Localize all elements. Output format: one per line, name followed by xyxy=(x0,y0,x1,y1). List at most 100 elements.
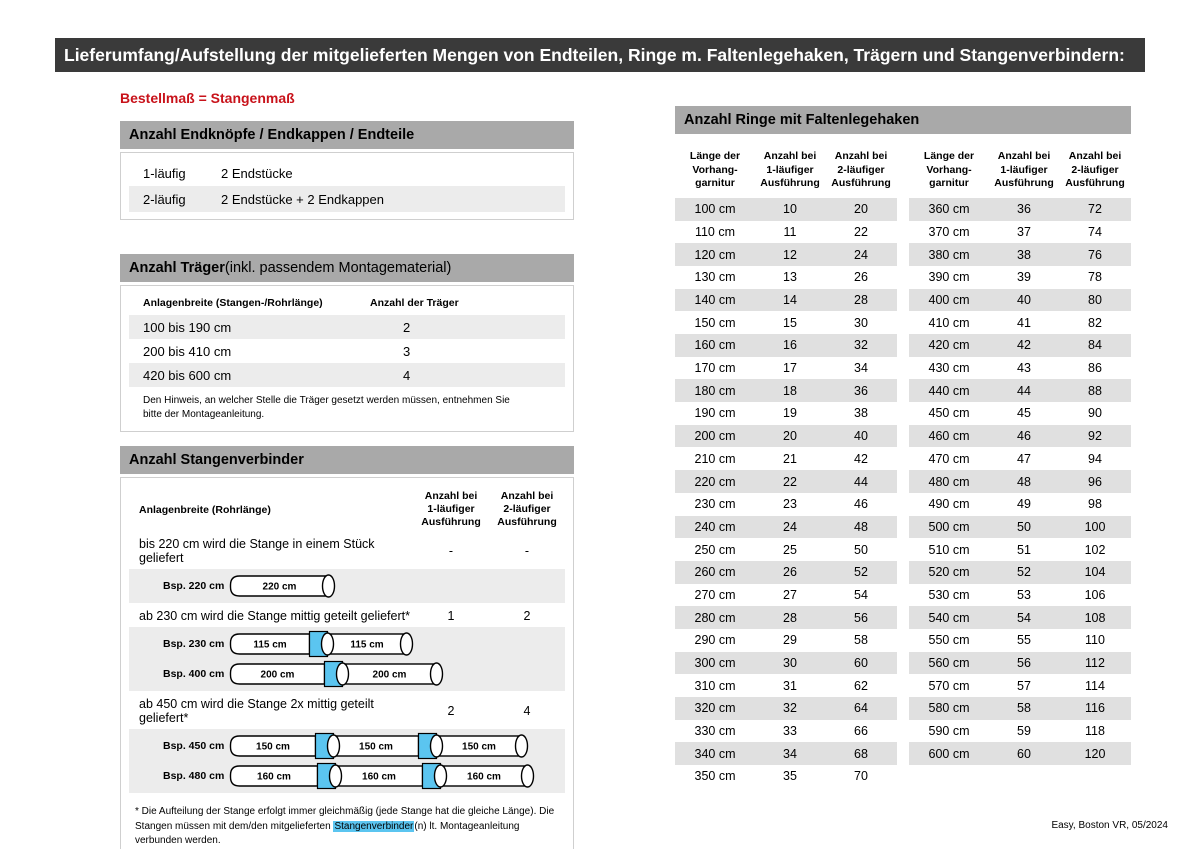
svg-text:160 cm: 160 cm xyxy=(362,771,396,782)
ring-table-cell: 116 xyxy=(1085,701,1105,716)
ring-table-cell: 320 cm xyxy=(694,701,736,716)
ring-table-cell: 118 xyxy=(1085,724,1105,739)
ring-table-row: 230 cm 23 46 xyxy=(675,493,897,516)
ring-table-cell: 380 cm xyxy=(928,247,970,262)
ring-table-row: 570 cm 57 114 xyxy=(909,674,1131,697)
ring-table-cell: 24 xyxy=(854,247,868,262)
example-block: Bsp. 230 cm 115 cm 115 cm Bsp. 400 cm 200 c… xyxy=(129,627,565,692)
ring-table-row: 330 cm 33 66 xyxy=(675,720,897,743)
document-footer: Easy, Boston VR, 05/2024 xyxy=(1051,820,1168,831)
ring-table-cell: 58 xyxy=(1017,701,1031,716)
rod-diagram: 150 cm 150 cm 150 cm xyxy=(229,732,529,759)
ring-table-cell: 112 xyxy=(1085,656,1105,671)
svg-text:150 cm: 150 cm xyxy=(359,741,393,752)
ring-table-row: 530 cm 53 106 xyxy=(909,584,1131,607)
rod-diagram: 220 cm xyxy=(229,574,336,598)
ring-table-cell: 21 xyxy=(783,451,797,466)
ring-table-cell: 32 xyxy=(783,701,797,716)
ring-table-cell: 72 xyxy=(1088,202,1102,217)
traeger-row: 420 bis 600 cm 4 xyxy=(129,363,565,387)
ring-table-cell: 50 xyxy=(1017,519,1031,534)
ring-table-cell: 200 cm xyxy=(694,429,736,444)
ring-table-row: 280 cm 28 56 xyxy=(675,606,897,629)
ring-table-cell: 120 xyxy=(1084,746,1106,761)
traeger-count: 2 xyxy=(403,319,411,335)
ring-table-cell: 490 cm xyxy=(928,497,970,512)
verbinder-footnote: * Die Aufteilung der Stange erfolgt imme… xyxy=(129,799,565,849)
ring-table-cell: 68 xyxy=(854,746,868,761)
ring-table-cell: 104 xyxy=(1084,565,1106,580)
endteile-table: 1-läufig 2 Endstücke 2-läufig 2 Endstück… xyxy=(120,152,574,220)
ring-table-cell: 45 xyxy=(1017,406,1031,421)
ring-table-cell: 50 xyxy=(854,542,868,557)
ring-table-cell: 420 cm xyxy=(928,338,970,353)
rod-diagram: 115 cm 115 cm xyxy=(229,630,414,657)
ring-table-cell: 22 xyxy=(854,224,868,239)
ring-table-row: 600 cm 60 120 xyxy=(909,742,1131,766)
ring-table-row: 210 cm 21 42 xyxy=(675,447,897,470)
traeger-count: 4 xyxy=(403,367,411,383)
ring-table-row: 270 cm 27 54 xyxy=(675,584,897,607)
ring-table-cell: 70 xyxy=(854,769,868,784)
ring-table-cell: 43 xyxy=(1017,361,1031,376)
example-row: Bsp. 400 cm 200 cm 200 cm xyxy=(133,659,561,689)
ring-table-cell: 96 xyxy=(1088,474,1102,489)
ring-table-row: 550 cm 55 110 xyxy=(909,629,1131,652)
ring-table-cell: 32 xyxy=(854,338,868,353)
ring-table-cell: 16 xyxy=(783,338,797,353)
ring-table-cell: 150 cm xyxy=(694,315,736,330)
ring-table-cell: 24 xyxy=(783,519,797,534)
example-row: Bsp. 220 cm 220 cm xyxy=(133,571,561,601)
section-header-verbinder: Anzahl Stangenverbinder xyxy=(120,446,574,474)
order-measure-note: Bestellmaß = Stangenmaß xyxy=(120,90,295,106)
ring-table-cell: 86 xyxy=(1088,361,1102,376)
ring-table-row: 140 cm 14 28 xyxy=(675,288,897,312)
ring-table-cell: 100 cm xyxy=(694,202,736,217)
example-block: Bsp. 220 cm 220 cm xyxy=(129,569,565,604)
section-title-traeger: Anzahl Träger xyxy=(129,260,225,276)
ring-table-cell: 44 xyxy=(854,474,868,489)
count-2laeufig: - xyxy=(524,544,530,559)
ring-table-cell: 370 cm xyxy=(928,224,970,239)
svg-text:200 cm: 200 cm xyxy=(261,669,295,680)
ring-table-row: 500 cm 50 100 xyxy=(909,515,1131,539)
rod-diagram: 200 cm 200 cm xyxy=(229,660,444,687)
ring-column-header: Länge der Vorhang- garnitur xyxy=(923,150,975,190)
ring-table-cell: 36 xyxy=(1017,202,1031,217)
endteile-row: 1-läufig 2 Endstücke xyxy=(129,160,565,186)
ring-table-cell: 23 xyxy=(783,497,797,512)
ring-table-cell: 56 xyxy=(854,610,868,625)
left-column: Bestellmaß = Stangenmaß Anzahl Endknöpfe… xyxy=(120,90,574,849)
ring-table-row: 110 cm 11 22 xyxy=(675,221,897,244)
ring-table-cell: 34 xyxy=(783,746,797,761)
ring-table-row: 300 cm 30 60 xyxy=(675,651,897,675)
ring-table-cell: 62 xyxy=(854,678,868,693)
ring-table-cell: 500 cm xyxy=(928,519,970,534)
ring-table-cell: 80 xyxy=(1088,293,1102,308)
rule-text: ab 230 cm wird die Stange mittig geteilt… xyxy=(139,609,410,624)
ring-table-cell: 190 cm xyxy=(694,406,736,421)
ring-table-cell: 20 xyxy=(854,202,868,217)
svg-text:115 cm: 115 cm xyxy=(350,639,383,650)
ring-table-cell: 114 xyxy=(1085,678,1105,693)
ring-table-cell: 53 xyxy=(1017,587,1031,602)
footnote-text-pre: * Die Aufteilung der Stange erfolgt imme… xyxy=(135,806,555,832)
section-header-endteile: Anzahl Endknöpfe / Endkappen / Endteile xyxy=(120,121,574,149)
section-title-verbinder: Anzahl Stangenverbinder xyxy=(129,452,304,468)
page-title: Lieferumfang/Aufstellung der mitgeliefer… xyxy=(64,44,1125,65)
ring-table-cell: 15 xyxy=(783,315,797,330)
svg-text:150 cm: 150 cm xyxy=(256,741,290,752)
ring-table-header: Länge der Vorhang- garnitur Anzahl bei 1-… xyxy=(909,147,1131,198)
ring-table-row: 180 cm 18 36 xyxy=(675,379,897,403)
ring-table-cell: 54 xyxy=(1017,610,1031,625)
ring-table-row: 190 cm 19 38 xyxy=(675,402,897,425)
ring-table-row: 120 cm 12 24 xyxy=(675,243,897,266)
ring-table-row: 290 cm 29 58 xyxy=(675,629,897,652)
ring-table-cell: 66 xyxy=(854,724,868,739)
ring-table-cell: 290 cm xyxy=(694,633,736,648)
ring-table-row: 150 cm 15 30 xyxy=(675,311,897,334)
ring-table-cell: 390 cm xyxy=(928,270,970,285)
ring-table-row: 370 cm 37 74 xyxy=(909,221,1131,244)
verbinder-rule-row: bis 220 cm wird die Stange in einem Stüc… xyxy=(129,537,565,565)
ring-table-cell: 300 cm xyxy=(694,656,736,671)
